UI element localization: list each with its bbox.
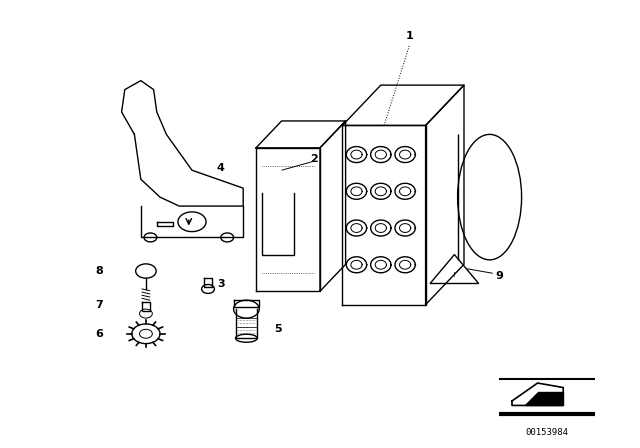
Text: 3: 3 bbox=[217, 280, 225, 289]
Text: 5: 5 bbox=[275, 324, 282, 334]
Text: 1: 1 bbox=[406, 31, 413, 41]
Text: 6: 6 bbox=[95, 329, 103, 339]
Text: 2: 2 bbox=[310, 154, 317, 164]
Text: 7: 7 bbox=[95, 300, 103, 310]
Text: !: ! bbox=[453, 272, 456, 278]
Text: 9: 9 bbox=[495, 271, 503, 280]
Text: 00153984: 00153984 bbox=[525, 428, 569, 437]
Polygon shape bbox=[525, 392, 563, 405]
Text: 4: 4 bbox=[217, 163, 225, 173]
Text: 8: 8 bbox=[95, 266, 103, 276]
